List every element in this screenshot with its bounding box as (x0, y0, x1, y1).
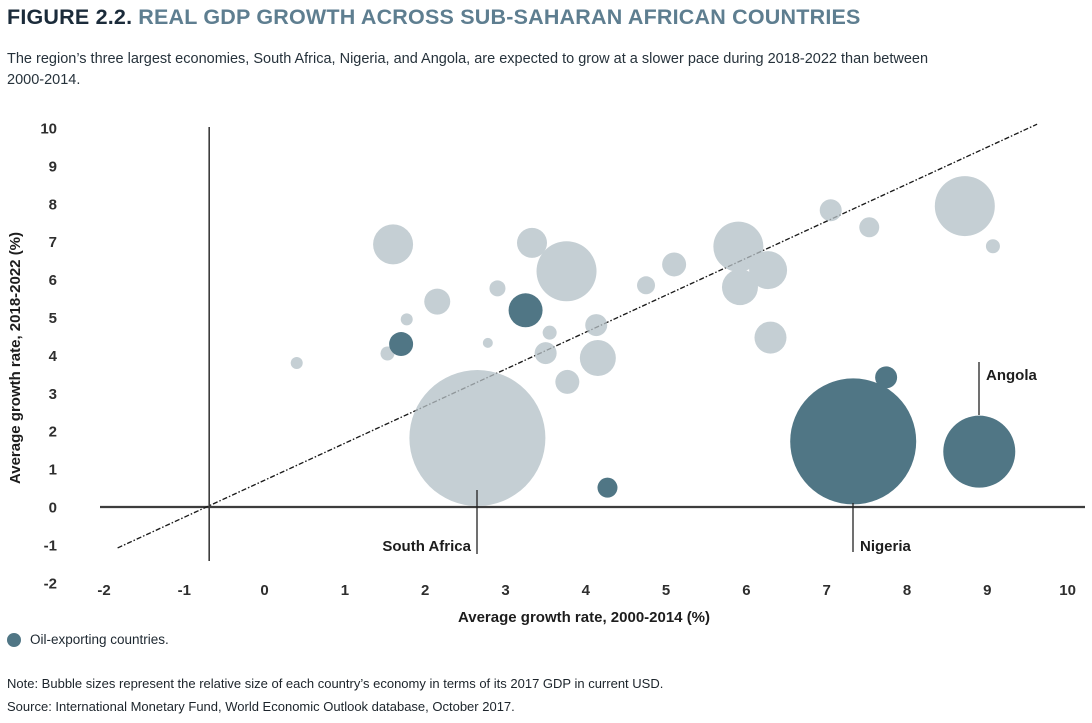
bubble-oil-exporter (508, 293, 543, 328)
bubble-country (754, 321, 787, 354)
x-tick-label: 0 (260, 582, 268, 599)
y-tick-label: 6 (49, 272, 57, 289)
x-tick-label: 5 (662, 582, 670, 599)
y-tick-label: 1 (49, 462, 57, 479)
x-tick-label: 4 (582, 582, 591, 599)
x-tick-label: 3 (501, 582, 509, 599)
bubble-south-africa (409, 370, 546, 507)
figure-subtitle: The region’s three largest economies, So… (7, 49, 1089, 90)
bubble-oil-exporter (875, 366, 898, 389)
y-tick-label: 3 (49, 386, 57, 403)
bubble-country (534, 342, 557, 365)
bubble-country (721, 269, 758, 306)
country-label-angola: Angola (986, 367, 1037, 384)
y-tick-label: 9 (49, 158, 57, 175)
y-tick-label: -1 (44, 537, 57, 554)
bubble-country (585, 314, 608, 337)
x-tick-label: -1 (178, 582, 191, 599)
x-tick-label: 2 (421, 582, 429, 599)
legend-label: Oil-exporting countries. (30, 632, 169, 647)
figure-number-label: FIGURE 2.2. (7, 5, 133, 29)
x-axis-title: Average growth rate, 2000-2014 (%) (458, 609, 710, 626)
bubble-country (542, 325, 557, 340)
subtitle-line-2: 2000-2014. (7, 71, 81, 88)
subtitle-line-1: The region’s three largest economies, So… (7, 51, 929, 67)
y-tick-label: 10 (40, 121, 57, 138)
y-tick-label: 8 (49, 196, 57, 213)
bubble-country (489, 280, 506, 297)
bubble-country (713, 221, 764, 272)
page-title: FIGURE 2.2. REAL GDP GROWTH ACROSS SUB-SA… (7, 5, 1087, 30)
bubble-angola (943, 415, 1016, 488)
country-label-nigeria: Nigeria (860, 538, 912, 555)
figure-title-text: REAL GDP GROWTH ACROSS SUB-SAHARAN AFRIC… (138, 5, 861, 29)
bubble-country (662, 252, 687, 277)
bubble-country (637, 276, 656, 295)
bubble-nigeria (790, 378, 917, 505)
legend-swatch-icon (7, 632, 21, 647)
y-tick-label: -2 (44, 575, 57, 592)
bubble-country (516, 227, 547, 258)
source-text: Source: International Monetary Fund, Wor… (7, 699, 515, 714)
bubble-country (819, 199, 842, 222)
country-label-south-africa: South Africa (382, 538, 471, 555)
x-tick-label: 9 (983, 582, 991, 599)
x-tick-label: 8 (903, 582, 911, 599)
bubble-country (400, 313, 413, 326)
x-tick-label: 1 (341, 582, 349, 599)
chart-legend: Oil-exporting countries. (7, 632, 169, 647)
y-tick-label: 0 (49, 500, 57, 517)
note-text: Note: Bubble sizes represent the relativ… (7, 676, 664, 691)
diagonal-45-line-overlay (117, 123, 1038, 549)
y-tick-label: 5 (49, 310, 57, 327)
y-tick-label: 4 (49, 348, 58, 365)
bubble-country (373, 224, 414, 265)
bubble-country (859, 217, 880, 238)
bubble-country (579, 340, 616, 377)
y-axis-title: Average growth rate, 2018-2022 (%) (7, 232, 24, 484)
bubble-country (424, 288, 451, 315)
bubble-country (536, 241, 597, 302)
bubble-country (482, 337, 493, 348)
bubble-oil-exporter (597, 477, 618, 498)
bubble-country (749, 251, 788, 290)
bubble-country (555, 369, 580, 394)
x-tick-label: 7 (823, 582, 831, 599)
x-tick-label: -2 (97, 582, 110, 599)
bubble-country (934, 176, 995, 237)
x-tick-label: 10 (1059, 582, 1076, 599)
bubble-country (290, 356, 303, 369)
y-tick-label: 7 (49, 234, 57, 251)
x-tick-label: 6 (742, 582, 750, 599)
y-tick-label: 2 (49, 424, 57, 441)
figure-header: FIGURE 2.2. REAL GDP GROWTH ACROSS SUB-SA… (7, 5, 1087, 30)
diagonal-45-line (117, 123, 1038, 549)
bubble-oil-exporter (389, 332, 414, 357)
bubble-country (985, 239, 1000, 254)
